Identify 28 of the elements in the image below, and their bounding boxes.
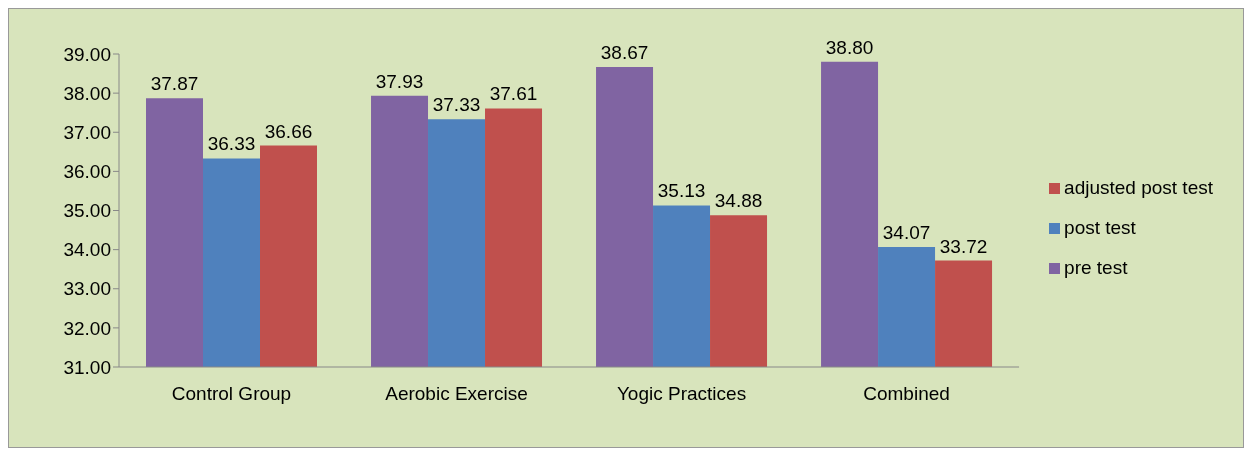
data-label: 37.33 xyxy=(432,94,481,116)
y-tick-label: 34.00 xyxy=(63,239,111,261)
y-tick-label: 36.00 xyxy=(63,161,111,183)
y-tick-label: 35.00 xyxy=(63,200,111,222)
y-tick-label: 31.00 xyxy=(63,356,111,378)
data-label: 34.07 xyxy=(882,221,931,243)
x-tick-label: Control Group xyxy=(171,383,292,405)
data-label: 37.93 xyxy=(375,70,424,92)
data-label: 38.80 xyxy=(825,36,874,58)
legend-label: post test xyxy=(1064,217,1136,238)
y-tick-label: 39.00 xyxy=(63,43,111,65)
y-tick-label: 37.00 xyxy=(63,121,111,143)
data-label: 33.72 xyxy=(939,235,988,257)
y-tick-label: 38.00 xyxy=(63,82,111,104)
x-tick-label: Combined xyxy=(863,383,950,405)
legend-label: adjusted post test xyxy=(1064,177,1213,198)
x-tick-label: Aerobic Exercise xyxy=(385,383,528,405)
data-label: 37.87 xyxy=(150,73,199,95)
y-tick-label: 33.00 xyxy=(63,278,111,300)
data-label: 38.67 xyxy=(600,41,649,63)
data-label: 36.66 xyxy=(264,120,313,142)
data-label: 36.33 xyxy=(207,133,256,155)
x-tick-label: Yogic Practices xyxy=(616,383,747,405)
data-label: 35.13 xyxy=(657,180,706,202)
data-label: 37.61 xyxy=(489,83,538,105)
y-tick-label: 32.00 xyxy=(63,317,111,339)
data-label: 34.88 xyxy=(714,190,763,212)
legend-label: pre test xyxy=(1064,257,1128,278)
